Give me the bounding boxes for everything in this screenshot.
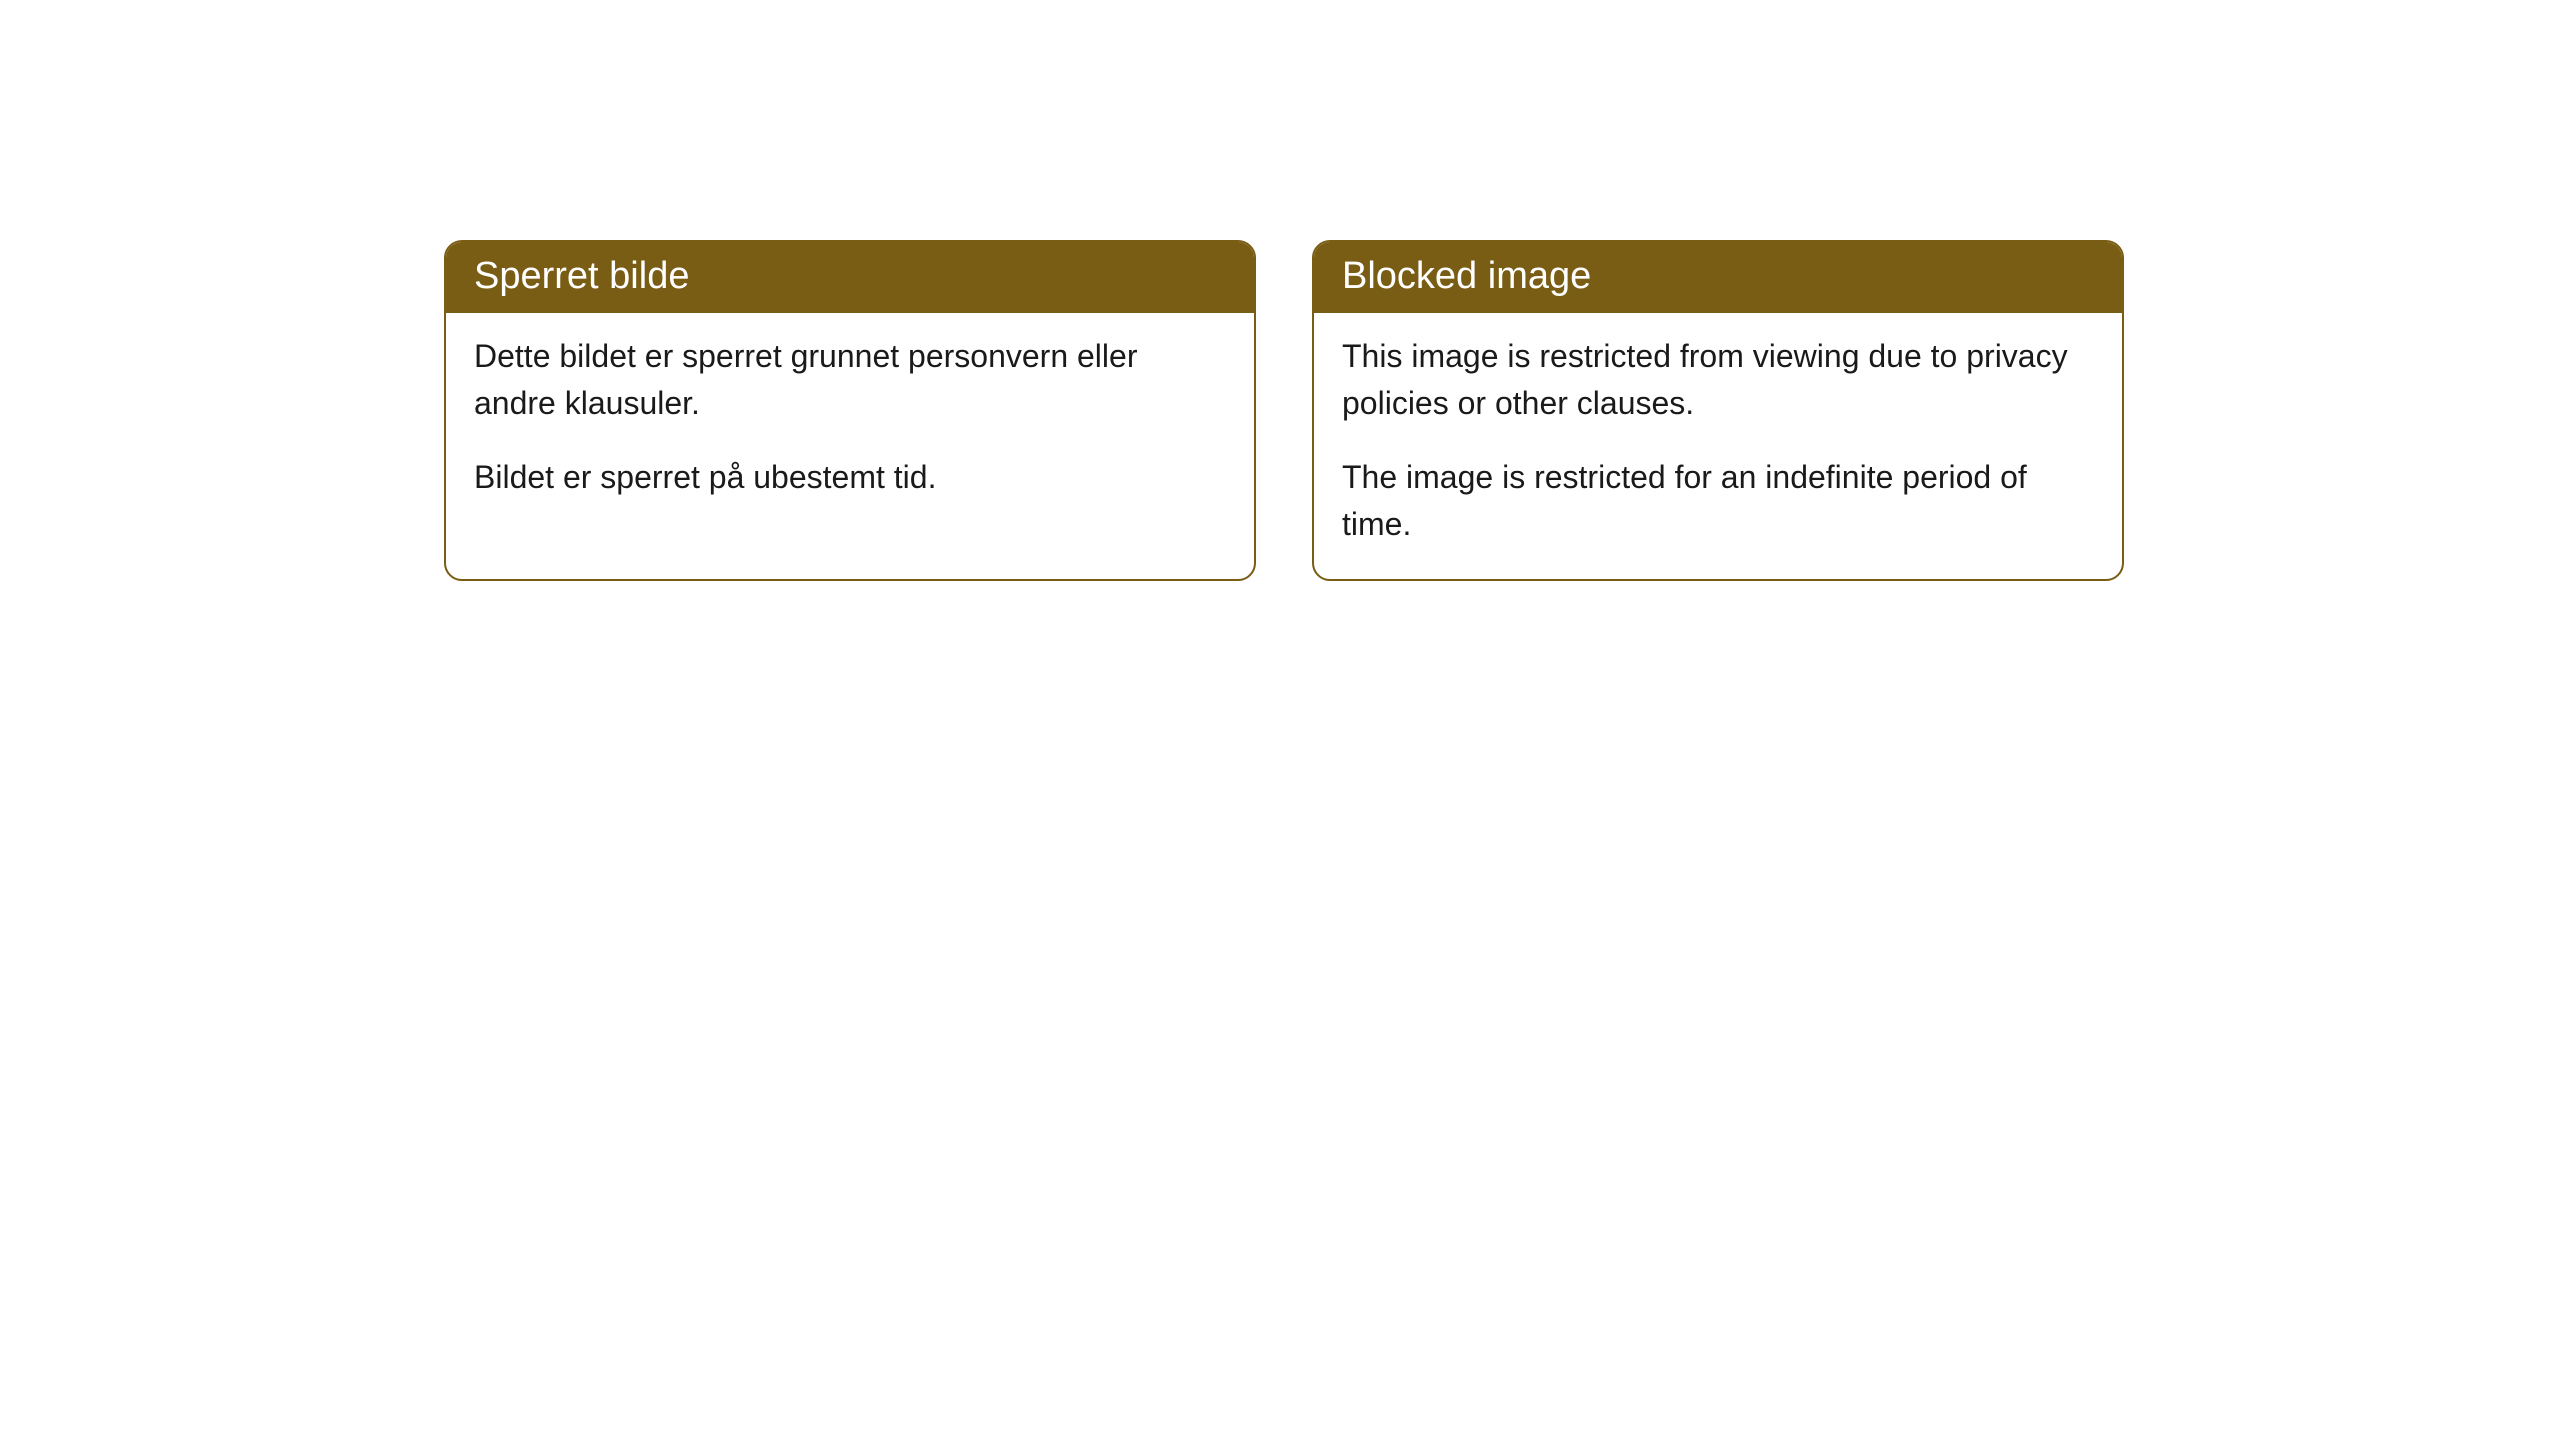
card-body-english: This image is restricted from viewing du…	[1314, 313, 2122, 579]
card-header-english: Blocked image	[1314, 242, 2122, 313]
card-paragraph: The image is restricted for an indefinit…	[1342, 454, 2094, 547]
card-paragraph: This image is restricted from viewing du…	[1342, 333, 2094, 426]
notice-cards-container: Sperret bilde Dette bildet er sperret gr…	[444, 240, 2124, 581]
blocked-image-card-norwegian: Sperret bilde Dette bildet er sperret gr…	[444, 240, 1256, 581]
card-paragraph: Bildet er sperret på ubestemt tid.	[474, 454, 1226, 500]
card-paragraph: Dette bildet er sperret grunnet personve…	[474, 333, 1226, 426]
card-body-norwegian: Dette bildet er sperret grunnet personve…	[446, 313, 1254, 532]
blocked-image-card-english: Blocked image This image is restricted f…	[1312, 240, 2124, 581]
card-header-norwegian: Sperret bilde	[446, 242, 1254, 313]
